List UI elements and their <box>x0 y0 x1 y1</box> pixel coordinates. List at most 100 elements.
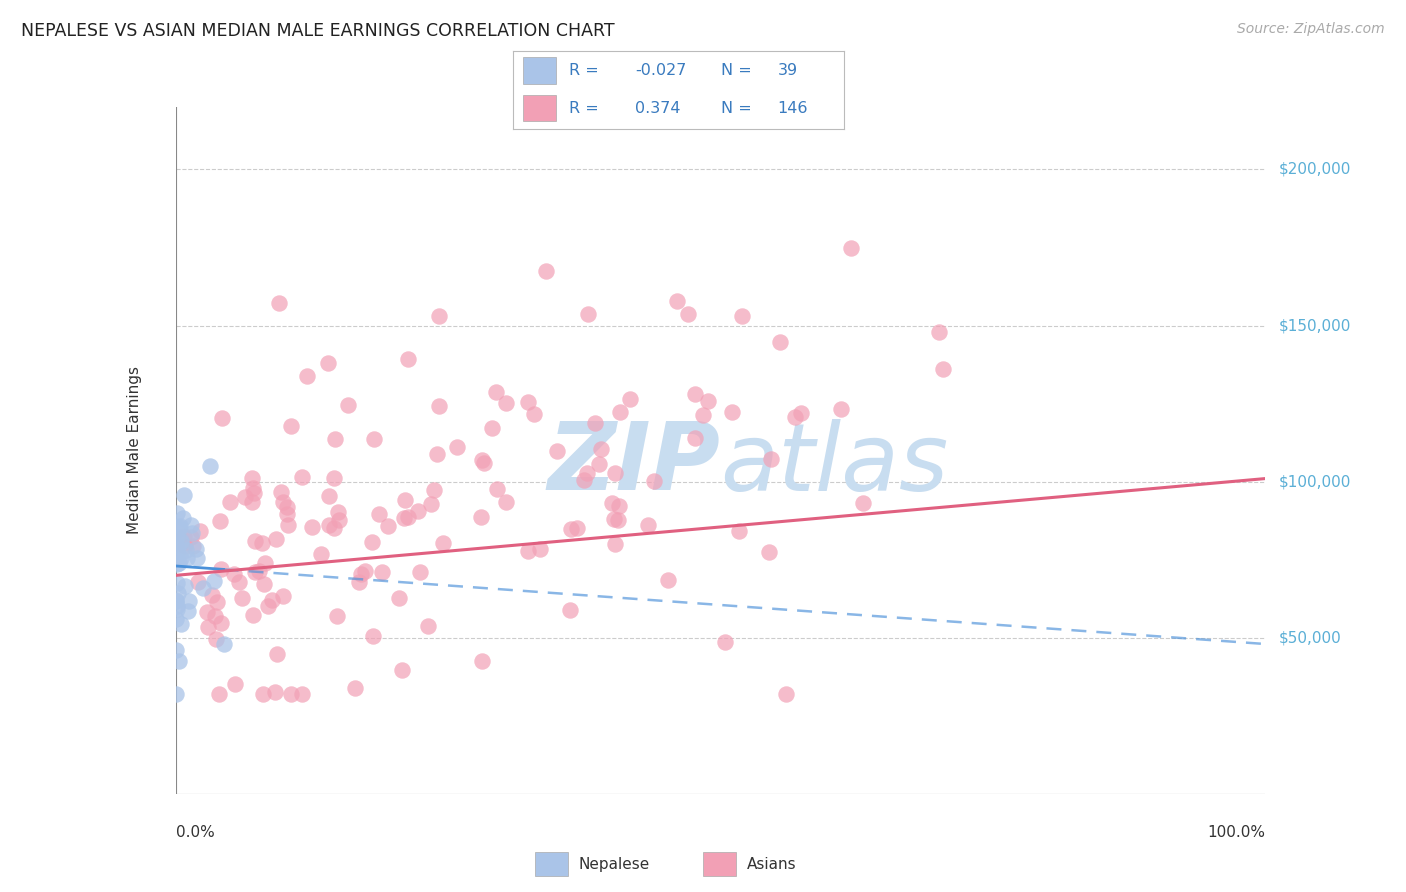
Point <box>166 558 188 572</box>
Point <box>318 356 340 370</box>
Point <box>165 612 187 626</box>
Point <box>243 533 266 548</box>
Point <box>167 586 190 600</box>
Point <box>396 510 419 524</box>
Point <box>170 551 193 566</box>
Point <box>328 505 350 519</box>
Point <box>211 410 233 425</box>
Point <box>932 362 955 376</box>
Point <box>219 494 242 508</box>
Point <box>209 562 232 576</box>
Point <box>228 574 250 589</box>
Point <box>427 309 450 323</box>
Point <box>204 609 226 624</box>
Point <box>323 521 346 535</box>
Point <box>231 591 253 605</box>
Point <box>721 405 744 419</box>
Point <box>481 420 503 434</box>
Point <box>243 566 266 580</box>
Point <box>446 440 468 454</box>
Point <box>790 406 813 420</box>
Point <box>603 512 626 526</box>
Point <box>600 496 623 510</box>
Point <box>167 556 190 570</box>
Point <box>280 687 302 701</box>
Point <box>200 588 222 602</box>
Point <box>173 528 195 542</box>
Point <box>166 544 188 558</box>
Text: 0.374: 0.374 <box>636 101 681 116</box>
Point <box>360 535 382 549</box>
Point <box>619 392 641 406</box>
Point <box>242 481 264 495</box>
Point <box>585 416 607 430</box>
Point <box>165 592 187 607</box>
Point <box>186 551 208 566</box>
Point <box>180 518 202 533</box>
Point <box>325 609 347 624</box>
Point <box>209 615 232 630</box>
Point <box>207 595 229 609</box>
Point <box>181 525 204 540</box>
Point <box>291 470 314 484</box>
Point <box>416 619 439 633</box>
Point <box>252 687 274 701</box>
Point <box>253 556 276 570</box>
Point <box>167 520 190 534</box>
Text: Median Male Earnings: Median Male Earnings <box>127 367 142 534</box>
Point <box>277 518 299 533</box>
Point <box>560 603 582 617</box>
Text: atlas: atlas <box>721 418 949 509</box>
Point <box>546 444 568 458</box>
Point <box>367 508 389 522</box>
Point <box>276 507 298 521</box>
Point <box>783 409 806 424</box>
Point <box>323 471 346 485</box>
Point <box>166 506 188 520</box>
Point <box>377 519 399 533</box>
Text: NEPALESE VS ASIAN MEDIAN MALE EARNINGS CORRELATION CHART: NEPALESE VS ASIAN MEDIAN MALE EARNINGS C… <box>21 22 614 40</box>
Point <box>181 539 204 553</box>
Point <box>262 592 284 607</box>
Text: N =: N = <box>721 63 752 78</box>
Point <box>165 593 187 607</box>
Point <box>588 457 610 471</box>
Point <box>205 632 228 647</box>
Point <box>224 567 246 582</box>
Point <box>270 485 292 500</box>
Point <box>761 451 783 466</box>
Text: 146: 146 <box>778 101 808 116</box>
Point <box>769 334 792 349</box>
Point <box>266 647 288 661</box>
Point <box>202 574 225 588</box>
Point <box>191 582 214 596</box>
Text: 39: 39 <box>778 63 797 78</box>
Point <box>184 542 207 557</box>
Point <box>697 394 720 409</box>
Point <box>361 628 384 642</box>
Point <box>263 685 285 699</box>
Point <box>775 687 797 701</box>
Point <box>391 663 413 677</box>
Point <box>165 687 187 701</box>
Point <box>177 594 200 608</box>
Text: N =: N = <box>721 101 752 116</box>
Point <box>605 466 627 480</box>
Point <box>173 539 195 553</box>
Point <box>197 620 219 634</box>
Point <box>534 264 557 278</box>
Point <box>485 482 508 496</box>
Point <box>212 637 235 651</box>
Point <box>565 521 588 535</box>
Point <box>472 457 495 471</box>
Point <box>350 566 373 581</box>
Text: Asians: Asians <box>747 857 796 871</box>
Point <box>852 496 875 510</box>
Point <box>471 655 494 669</box>
Point <box>470 509 492 524</box>
Point <box>169 518 191 533</box>
Point <box>349 574 371 589</box>
Point <box>250 536 273 550</box>
Text: 100.0%: 100.0% <box>1208 825 1265 839</box>
Point <box>242 608 264 623</box>
